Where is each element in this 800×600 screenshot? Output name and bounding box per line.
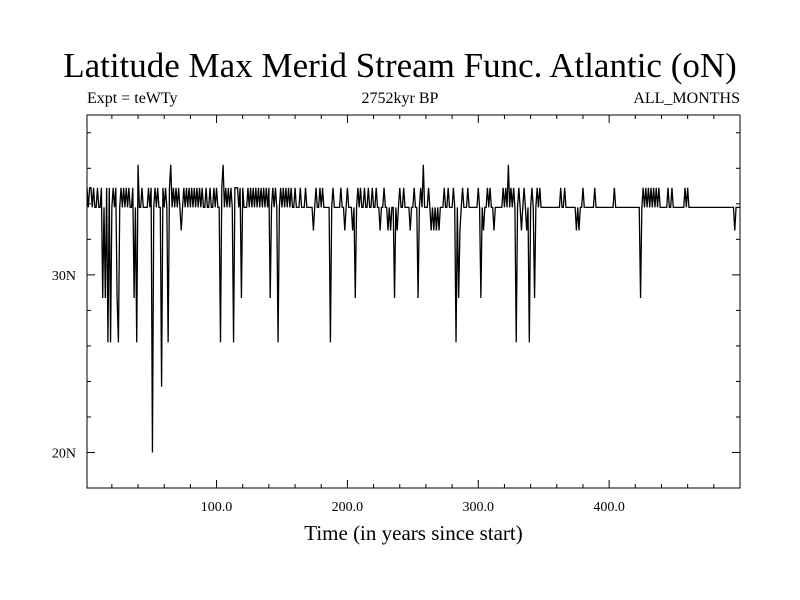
tick-labels: 100.0 200.0 300.0 400.0 20N 30N xyxy=(52,269,625,515)
period-label: 2752kyr BP xyxy=(361,90,439,107)
axis-ticks xyxy=(87,115,740,489)
y-tick-label: 20N xyxy=(52,446,76,461)
x-axis-label: Time (in years since start) xyxy=(304,521,523,545)
months-label: ALL_MONTHS xyxy=(633,90,740,107)
x-tick-label: 100.0 xyxy=(201,500,233,515)
x-tick-label: 400.0 xyxy=(593,500,625,515)
y-tick-label: 30N xyxy=(52,269,76,284)
series-group xyxy=(86,164,740,453)
series-line xyxy=(86,164,740,453)
x-tick-label: 300.0 xyxy=(463,500,495,515)
plot-frame xyxy=(86,114,741,489)
x-tick-label: 200.0 xyxy=(332,500,364,515)
chart-title: Latitude Max Merid Stream Func. Atlantic… xyxy=(63,46,737,85)
experiment-label: Expt = teWTy xyxy=(87,90,178,107)
